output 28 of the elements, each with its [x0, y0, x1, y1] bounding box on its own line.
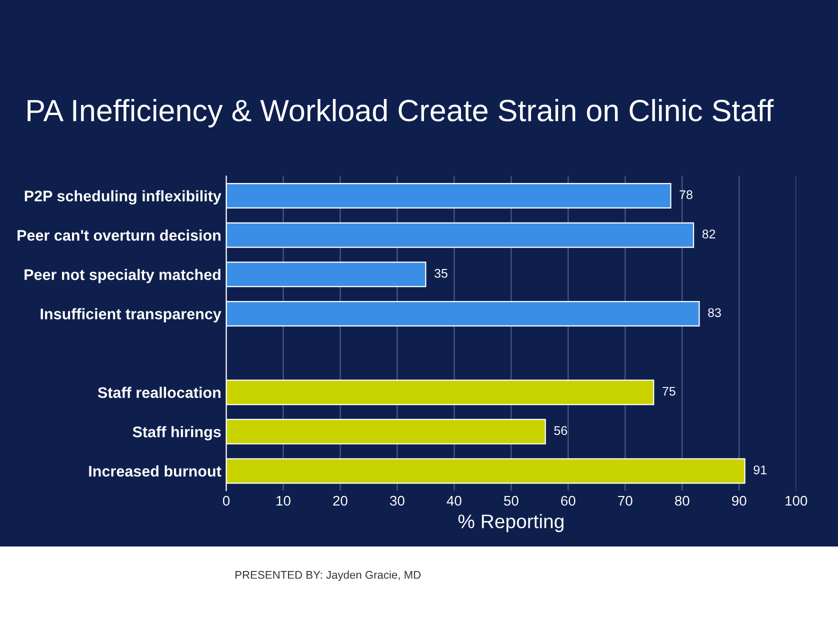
x-tick-label: 80	[675, 496, 690, 506]
data-label: 35	[434, 268, 448, 278]
x-tick-label: 10	[276, 496, 290, 506]
y-tick-label: P2P scheduling inflexibility	[24, 190, 222, 205]
data-label: 91	[754, 465, 766, 474]
y-tick-label: Staff reallocation	[98, 386, 220, 398]
data-label: 82	[702, 230, 716, 238]
data-label: 75	[662, 386, 676, 396]
x-tick-label: 90	[732, 496, 746, 506]
data-label: 78	[680, 190, 692, 200]
text: PRESENTED BY: Jayden Gracie, MD	[236, 570, 421, 581]
y-tick-label: Increased burnout	[89, 465, 222, 477]
x-tick-label: 0	[222, 496, 230, 506]
x-tick-label: 40	[446, 496, 462, 506]
x-tick-label: 20	[333, 496, 348, 506]
y-tick-label: Insufficient transparency	[40, 308, 222, 322]
y-tick-label: Staff hirings	[132, 426, 221, 440]
data-label: 83	[708, 308, 721, 318]
data-label: 56	[554, 426, 568, 436]
x-axis-title: % Reporting	[458, 514, 564, 532]
x-tick-label: 100	[786, 496, 808, 506]
y-tick-label: Peer can't overturn decision	[18, 230, 220, 241]
x-tick-label: 70	[618, 496, 632, 506]
x-tick-label: 60	[561, 496, 576, 506]
y-tick-label: Peer not specialty matched	[24, 268, 220, 284]
x-tick-label: 30	[390, 496, 404, 506]
chart-title: PA Inefficiency & Workload Create Strain on Clinic Staff	[28, 98, 774, 128]
x-tick-label: 50	[504, 496, 518, 506]
